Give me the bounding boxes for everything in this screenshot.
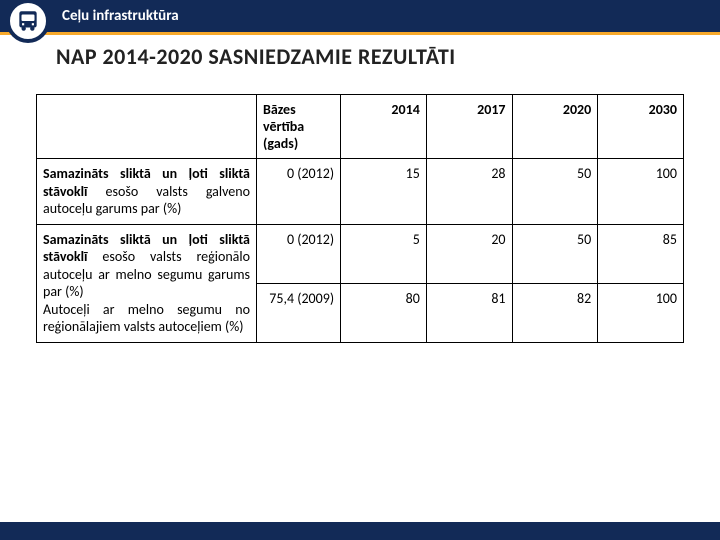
row-base: 75,4 (2009): [256, 283, 340, 342]
row-val-2030: 100: [598, 283, 684, 342]
table-row: Samazināts sliktā un ļoti sliktā stāvokl…: [37, 159, 684, 225]
row-desc: Samazināts sliktā un ļoti sliktā stāvokl…: [37, 224, 257, 342]
col-header-base: Bāzes vērtība (gads): [256, 95, 340, 159]
row-val-2017: 28: [426, 159, 512, 225]
header-label: Ceļu infrastruktūra: [62, 7, 179, 25]
row-val-2020: 50: [512, 159, 598, 225]
row-base: 0 (2012): [256, 159, 340, 225]
col-header-2030: 2030: [598, 95, 684, 159]
col-header-2020: 2020: [512, 95, 598, 159]
row-val-2014: 80: [341, 283, 427, 342]
row-val-2030: 85: [598, 224, 684, 283]
footer-bar: [0, 522, 720, 540]
col-header-empty: [37, 95, 257, 159]
row-val-2017: 20: [426, 224, 512, 283]
row-desc: Samazināts sliktā un ļoti sliktā stāvokl…: [37, 159, 257, 225]
row-base: 0 (2012): [256, 224, 340, 283]
results-table-wrap: Bāzes vērtība (gads) 2014 2017 2020 2030…: [36, 94, 684, 343]
page-title: NAP 2014-2020 SASNIEDZAMIE REZULTĀTI: [56, 43, 456, 70]
row-desc-rest: Autoceļi ar melno segumu no reģionālajie…: [43, 301, 250, 336]
table-row: Samazināts sliktā un ļoti sliktā stāvokl…: [37, 224, 684, 283]
bus-icon-circle: [6, 0, 50, 43]
bus-icon: [15, 8, 41, 34]
col-header-2017: 2017: [426, 95, 512, 159]
header-bar: Ceļu infrastruktūra: [0, 0, 720, 32]
table-body: Samazināts sliktā un ļoti sliktā stāvokl…: [37, 159, 684, 343]
col-header-2014: 2014: [341, 95, 427, 159]
row-val-2020: 50: [512, 224, 598, 283]
results-table: Bāzes vērtība (gads) 2014 2017 2020 2030…: [36, 94, 684, 343]
table-header-row: Bāzes vērtība (gads) 2014 2017 2020 2030: [37, 95, 684, 159]
row-val-2020: 82: [512, 283, 598, 342]
row-val-2014: 5: [341, 224, 427, 283]
row-val-2017: 81: [426, 283, 512, 342]
row-val-2014: 15: [341, 159, 427, 225]
title-row: NAP 2014-2020 SASNIEDZAMIE REZULTĀTI: [56, 35, 720, 84]
row-val-2030: 100: [598, 159, 684, 225]
